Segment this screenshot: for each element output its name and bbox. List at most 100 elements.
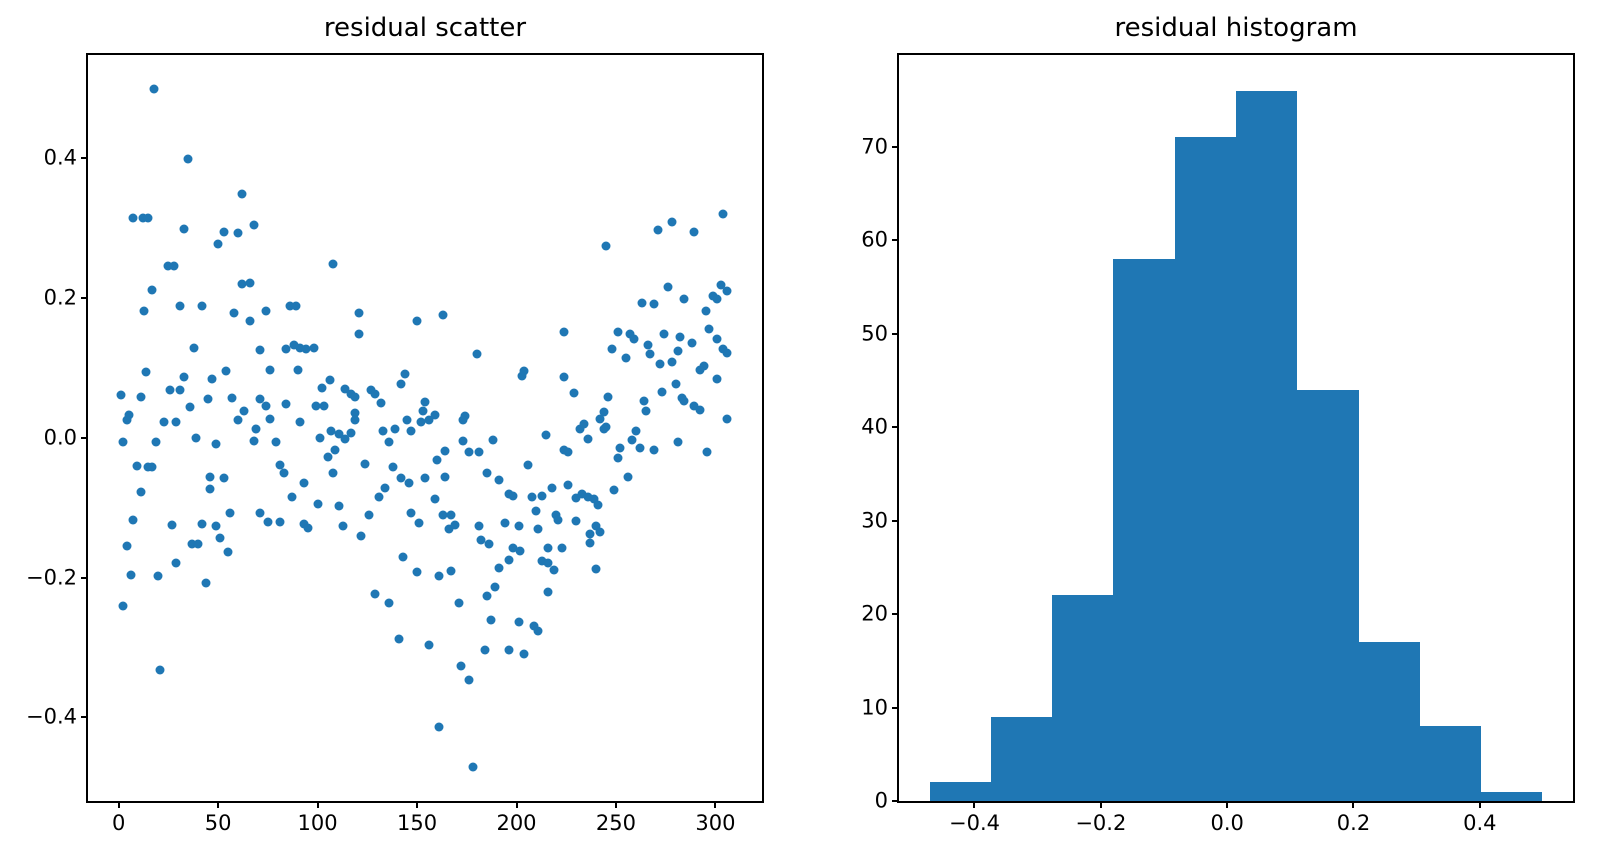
x-tick-label: 0 bbox=[111, 811, 126, 835]
scatter-point bbox=[541, 430, 551, 440]
scatter-point bbox=[364, 510, 374, 520]
scatter-point bbox=[384, 598, 394, 608]
scatter-point bbox=[456, 661, 466, 671]
scatter-point bbox=[514, 617, 523, 627]
y-tick-mark bbox=[892, 145, 899, 148]
scatter-point bbox=[245, 316, 255, 326]
scatter-point bbox=[591, 564, 601, 574]
scatter-point bbox=[412, 316, 422, 326]
scatter-point bbox=[482, 468, 492, 478]
scatter-point bbox=[571, 493, 581, 503]
x-tick-mark bbox=[1099, 801, 1102, 808]
y-tick-mark bbox=[892, 519, 899, 522]
scatter-point bbox=[667, 357, 677, 367]
scatter-point bbox=[424, 415, 434, 425]
scatter-point bbox=[203, 394, 213, 404]
scatter-point bbox=[185, 402, 195, 412]
scatter-point bbox=[187, 539, 197, 549]
scatter-point bbox=[255, 508, 265, 518]
scatter-point bbox=[309, 343, 319, 353]
scatter-point bbox=[376, 398, 386, 408]
scatter-point bbox=[440, 472, 450, 482]
scatter-point bbox=[400, 369, 410, 379]
scatter-point bbox=[434, 571, 444, 581]
scatter-point bbox=[221, 366, 231, 376]
scatter-point bbox=[378, 426, 388, 436]
scatter-point bbox=[132, 461, 142, 471]
scatter-point bbox=[490, 582, 500, 592]
scatter-point bbox=[659, 329, 669, 339]
scatter-point bbox=[328, 468, 338, 478]
x-tick-mark bbox=[1478, 801, 1481, 808]
scatter-point bbox=[279, 468, 289, 478]
scatter-point bbox=[183, 154, 193, 164]
scatter-point bbox=[233, 415, 243, 425]
y-tick-label: 70 bbox=[861, 134, 888, 159]
scatter-point bbox=[537, 491, 547, 501]
scatter-point bbox=[315, 433, 325, 443]
scatter-point bbox=[486, 615, 496, 625]
x-tick-mark bbox=[515, 801, 518, 808]
scatter-point bbox=[537, 556, 547, 566]
scatter-point bbox=[356, 531, 366, 541]
scatter-point bbox=[281, 344, 291, 354]
scatter-point bbox=[147, 285, 157, 295]
scatter-point bbox=[450, 520, 460, 530]
scatter-point bbox=[613, 453, 623, 463]
scatter-point bbox=[488, 435, 498, 445]
scatter-point bbox=[420, 397, 430, 407]
scatter-point bbox=[468, 762, 478, 772]
scatter-point bbox=[527, 492, 537, 502]
scatter-point bbox=[599, 424, 609, 434]
scatter-point bbox=[635, 443, 645, 453]
scatter-point bbox=[122, 415, 132, 425]
scatter-point bbox=[494, 475, 504, 485]
y-tick-label: 0.0 bbox=[43, 425, 77, 450]
scatter-point bbox=[621, 353, 631, 363]
scatter-point bbox=[249, 436, 259, 446]
x-tick-label: 150 bbox=[396, 811, 438, 835]
scatter-point bbox=[311, 401, 321, 411]
scatter-point bbox=[504, 645, 514, 655]
scatter-point bbox=[255, 394, 265, 404]
scatter-point bbox=[523, 460, 533, 470]
scatter-point bbox=[559, 372, 569, 382]
scatter-point bbox=[517, 371, 527, 381]
scatter-point bbox=[430, 410, 440, 420]
scatter-point bbox=[402, 415, 412, 425]
x-tick-mark bbox=[614, 801, 617, 808]
x-tick-mark bbox=[1352, 801, 1355, 808]
scatter-point bbox=[563, 447, 573, 457]
scatter-point bbox=[575, 424, 585, 434]
scatter-point bbox=[514, 521, 523, 531]
scatter-point bbox=[227, 393, 237, 403]
y-tick-mark bbox=[892, 706, 899, 709]
histogram-bar bbox=[1174, 137, 1236, 801]
scatter-point bbox=[394, 634, 404, 644]
scatter-point bbox=[508, 491, 518, 501]
scatter-point bbox=[722, 286, 732, 296]
x-tick-mark bbox=[416, 801, 419, 808]
histogram-bar bbox=[1052, 595, 1114, 801]
scatter-point bbox=[384, 437, 394, 447]
scatter-point bbox=[639, 396, 649, 406]
scatter-point bbox=[346, 428, 356, 438]
scatter-point bbox=[330, 445, 340, 455]
scatter-point bbox=[420, 473, 430, 483]
scatter-point bbox=[571, 516, 581, 526]
scatter-point bbox=[474, 447, 484, 457]
scatter-point bbox=[138, 213, 147, 223]
scatter-point bbox=[418, 406, 428, 416]
x-tick-mark bbox=[316, 801, 319, 808]
scatter-point bbox=[591, 521, 601, 531]
y-tick-mark bbox=[81, 157, 88, 160]
scatter-point bbox=[255, 345, 265, 355]
scatter-point bbox=[175, 301, 185, 311]
scatter-point bbox=[583, 492, 593, 502]
y-tick-mark bbox=[892, 426, 899, 429]
scatter-point bbox=[432, 455, 442, 465]
scatter-point bbox=[263, 517, 273, 527]
scatter-point bbox=[583, 434, 593, 444]
scatter-point bbox=[607, 344, 617, 354]
scatter-point bbox=[438, 310, 448, 320]
